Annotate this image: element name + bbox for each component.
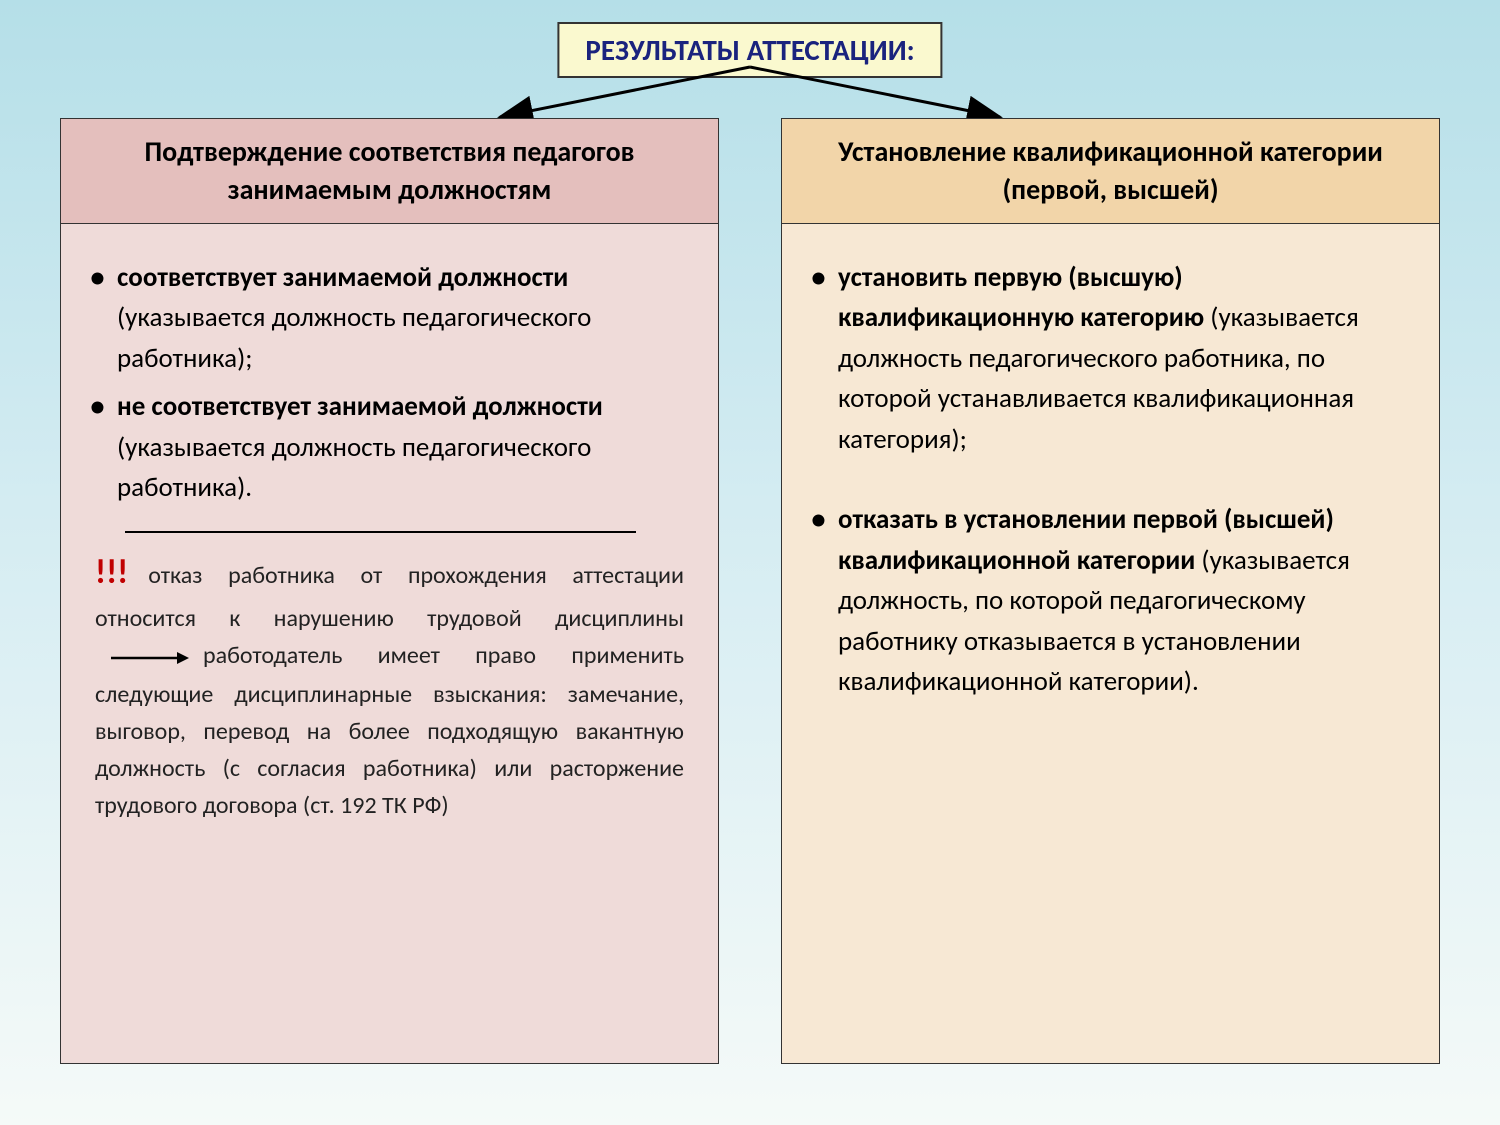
list-item: установить первую (высшую) квалификацион… bbox=[838, 258, 1411, 461]
left-list: соответствует занимаемой должности (указ… bbox=[89, 258, 690, 509]
left-column: Подтверждение соответствия педагогов зан… bbox=[60, 118, 719, 1064]
list-item-bold: соответствует занимаемой должности bbox=[117, 261, 568, 294]
list-item: отказать в установлении первой (высшей) … bbox=[838, 500, 1411, 703]
list-item: соответствует занимаемой должности (указ… bbox=[117, 258, 690, 380]
inline-arrow-icon bbox=[109, 639, 189, 676]
left-column-body: соответствует занимаемой должности (указ… bbox=[60, 223, 719, 1064]
right-column-body: установить первую (высшую) квалификацион… bbox=[781, 224, 1440, 1064]
warning-text: !!!отказ работника от прохождения аттест… bbox=[89, 547, 690, 824]
right-list: установить первую (высшую) квалификацион… bbox=[810, 258, 1411, 703]
warning-before: отказ работника от прохождения аттестаци… bbox=[95, 561, 684, 633]
list-item-rest: (указывается должность педагогического р… bbox=[117, 431, 591, 505]
right-column: Установление квалификационной категории … bbox=[781, 118, 1440, 1064]
divider-line bbox=[125, 531, 636, 534]
list-item-rest: (указывается должность педагогического р… bbox=[117, 301, 591, 375]
right-column-header: Установление квалификационной категории … bbox=[781, 118, 1440, 224]
left-column-header: Подтверждение соответствия педагогов зан… bbox=[60, 118, 719, 224]
list-item: не соответствует занимаемой должности (у… bbox=[117, 387, 690, 509]
columns-container: Подтверждение соответствия педагогов зан… bbox=[60, 118, 1440, 1064]
list-item-bold: не соответствует занимаемой должности bbox=[117, 390, 603, 423]
exclamation-icon: !!! bbox=[95, 552, 128, 593]
list-item-bold: установить первую (высшую) квалификацион… bbox=[838, 261, 1210, 335]
